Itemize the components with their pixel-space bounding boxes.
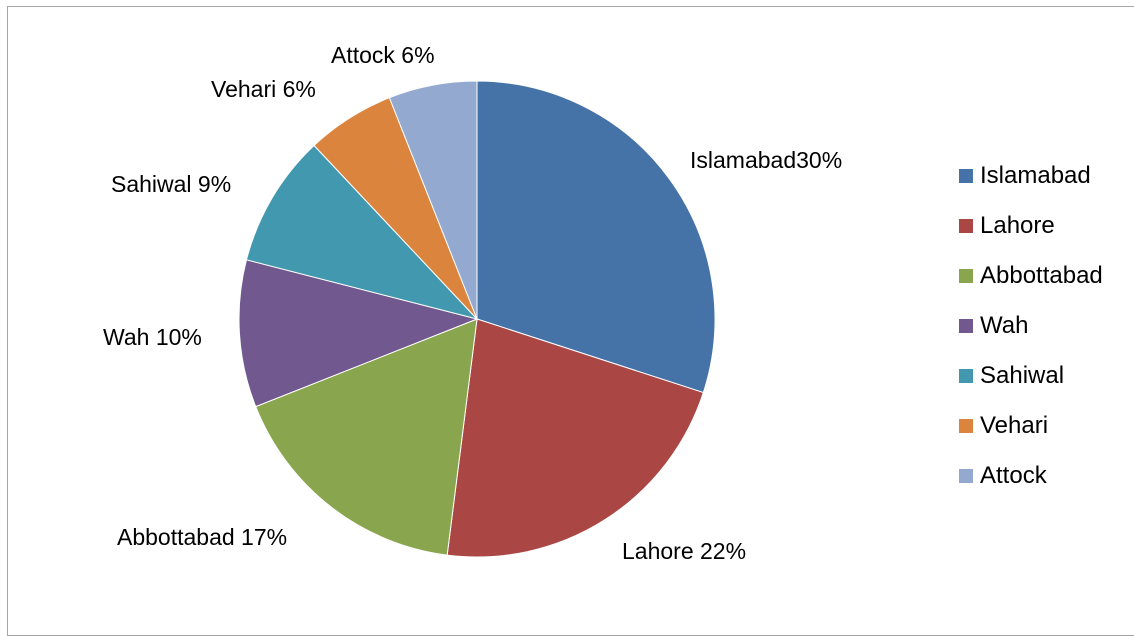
- legend-item-wah: Wah: [959, 301, 1103, 351]
- legend-label: Abbottabad: [980, 262, 1103, 289]
- legend-swatch: [959, 469, 973, 483]
- data-label-sahiwal: Sahiwal 9%: [111, 171, 231, 197]
- legend-item-vehari: Vehari: [959, 401, 1103, 451]
- data-label-wah: Wah 10%: [103, 324, 202, 350]
- legend-label: Attock: [980, 462, 1047, 489]
- legend-swatch: [959, 369, 973, 383]
- pie-slice-lahore: [446, 318, 704, 558]
- legend: Islamabad Lahore Abbottabad Wah Sahiwal Vehar…: [959, 151, 1103, 501]
- legend-label: Lahore: [980, 212, 1055, 239]
- legend-item-attock: Attock: [959, 451, 1103, 501]
- legend-label: Sahiwal: [980, 362, 1065, 389]
- legend-label: Islamabad: [980, 162, 1091, 189]
- data-label-islamabad: Islamabad30%: [690, 147, 842, 173]
- legend-label: Vehari: [980, 412, 1049, 439]
- pie-slice-islamabad: [476, 80, 716, 394]
- legend-swatch: [959, 219, 973, 233]
- pie-slice-sahiwal: [245, 144, 479, 320]
- data-label-lahore: Lahore 22%: [622, 538, 746, 564]
- legend-item-sahiwal: Sahiwal: [959, 351, 1103, 401]
- data-label-vehari: Vehari 6%: [211, 76, 316, 102]
- pie-slice-attock: [388, 80, 478, 320]
- pie-slice-abbottabad: [255, 318, 478, 556]
- legend-item-islamabad: Islamabad: [959, 151, 1103, 201]
- pie-slice-wah: [238, 259, 479, 408]
- legend-swatch: [959, 169, 973, 183]
- legend-label: Wah: [980, 312, 1029, 339]
- legend-item-lahore: Lahore: [959, 201, 1103, 251]
- legend-swatch: [959, 319, 973, 333]
- legend-swatch: [959, 269, 973, 283]
- data-label-attock: Attock 6%: [331, 42, 435, 68]
- legend-swatch: [959, 419, 973, 433]
- pie-chart: Islamabad30% Lahore 22% Abbottabad 17% Wah …: [103, 42, 842, 564]
- pie-slices: [238, 80, 716, 558]
- legend-item-abbottabad: Abbottabad: [959, 251, 1103, 301]
- data-label-abbottabad: Abbottabad 17%: [117, 524, 287, 550]
- pie-data-labels: Islamabad30% Lahore 22% Abbottabad 17% Wah …: [103, 42, 842, 564]
